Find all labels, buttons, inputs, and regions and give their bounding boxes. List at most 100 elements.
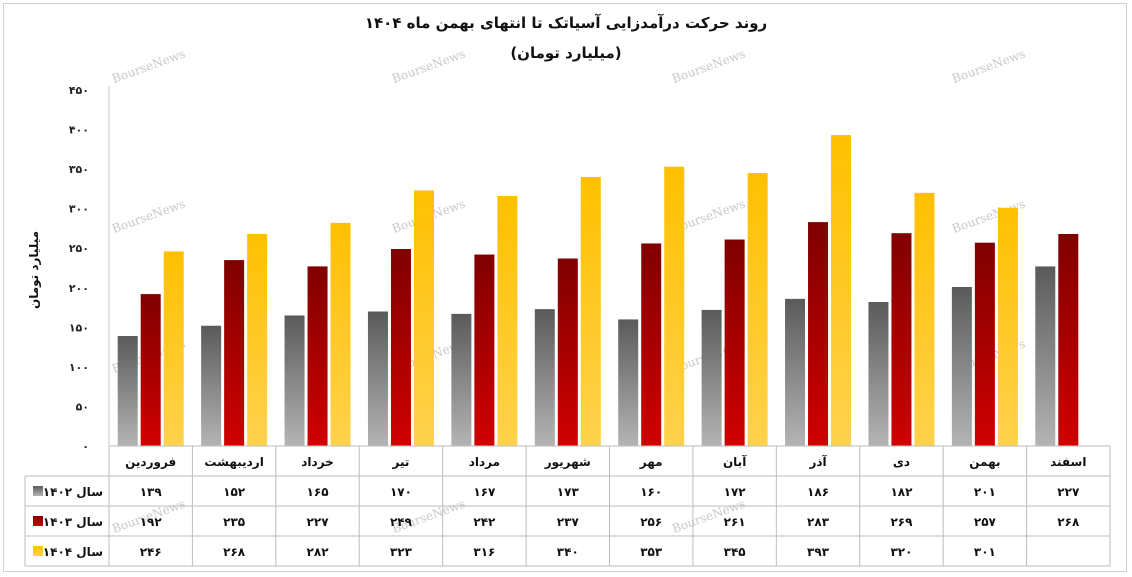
- data-label-0-4: ۱۶۷: [473, 485, 496, 499]
- x-tick-label-0: فروردین: [125, 455, 176, 470]
- x-tick-label-1: اردیبهشت: [204, 455, 263, 469]
- bar-2-4: [497, 196, 518, 446]
- bar-0-10: [951, 286, 972, 446]
- bar-1-8: [808, 222, 829, 446]
- y-tick-label: ۱۰۰: [69, 361, 89, 374]
- bar-1-3: [390, 249, 411, 446]
- bar-1-9: [891, 233, 912, 446]
- x-tick-label-9: دی: [893, 455, 910, 469]
- bar-0-3: [367, 311, 388, 446]
- legend-swatch-0: [33, 486, 43, 496]
- data-label-0-11: ۲۲۷: [1057, 485, 1080, 499]
- x-tick-label-6: مهر: [639, 455, 663, 469]
- bar-2-6: [664, 166, 685, 446]
- chart-title: روند حرکت درآمدزایی آسیاتک تا انتهای بهم…: [364, 14, 768, 32]
- data-label-1-8: ۲۸۳: [807, 515, 830, 529]
- data-label-1-5: ۲۳۷: [557, 515, 580, 529]
- data-label-1-1: ۲۳۵: [223, 515, 245, 529]
- bar-2-9: [914, 192, 935, 446]
- data-label-2-8: ۳۹۳: [807, 545, 830, 559]
- x-tick-label-11: اسفند: [1050, 455, 1086, 469]
- chart-subtitle: (میلیارد تومان): [510, 44, 622, 62]
- plot-area: [117, 135, 1079, 447]
- data-label-0-8: ۱۸۶: [807, 485, 829, 499]
- data-label-2-9: ۳۲۰: [890, 545, 912, 559]
- bar-0-5: [534, 309, 555, 446]
- bar-0-4: [451, 313, 472, 446]
- bar-2-3: [413, 190, 434, 446]
- bar-1-10: [974, 242, 995, 446]
- legend-swatch-1: [33, 516, 43, 526]
- bar-0-11: [1035, 266, 1056, 446]
- bar-2-10: [997, 207, 1018, 446]
- watermark-text: BourseNews: [390, 47, 467, 86]
- x-tick-label-2: خرداد: [301, 455, 334, 469]
- bar-1-11: [1058, 233, 1079, 446]
- data-label-0-5: ۱۷۳: [557, 485, 580, 499]
- data-label-2-10: ۳۰۱: [974, 545, 996, 559]
- bar-1-1: [224, 260, 245, 446]
- bar-1-7: [724, 239, 745, 446]
- bar-1-5: [557, 258, 578, 446]
- data-label-1-7: ۲۶۱: [724, 515, 746, 529]
- x-tick-label-10: بهمن: [969, 455, 1000, 469]
- data-label-1-9: ۲۶۹: [890, 515, 913, 529]
- data-label-1-4: ۲۴۲: [473, 515, 496, 529]
- y-tick-label: ۲۰۰: [69, 282, 89, 295]
- bar-1-6: [641, 243, 662, 446]
- data-label-1-10: ۲۵۷: [974, 515, 997, 529]
- data-table: فروردین اردیبهشت خرداد تیر مرداد شهریور مهر آبا…: [24, 445, 1111, 567]
- data-label-1-3: ۲۴۹: [390, 515, 413, 529]
- y-tick-label: ۵۰: [76, 400, 89, 413]
- data-label-2-4: ۳۱۶: [473, 545, 495, 559]
- data-label-1-11: ۲۶۸: [1057, 515, 1080, 529]
- x-tick-label-7: آبان: [723, 454, 747, 469]
- data-label-0-1: ۱۵۲: [223, 485, 246, 499]
- y-tick-label: ۴۰۰: [69, 124, 89, 137]
- data-label-2-0: ۲۴۶: [140, 545, 162, 559]
- data-label-2-1: ۲۶۸: [223, 545, 246, 559]
- bar-0-7: [701, 309, 722, 446]
- data-label-2-6: ۳۵۳: [640, 545, 663, 559]
- bar-1-4: [474, 254, 495, 446]
- bar-2-8: [831, 135, 852, 447]
- y-axis-label: میلیارد تومان: [27, 231, 42, 309]
- data-label-0-3: ۱۷۰: [390, 485, 412, 499]
- data-label-1-0: ۱۹۲: [140, 515, 163, 529]
- data-label-2-5: ۳۴۰: [557, 545, 579, 559]
- data-label-2-2: ۲۸۲: [307, 545, 330, 559]
- bar-0-0: [117, 336, 138, 446]
- x-tick-label-8: آذر: [808, 454, 827, 469]
- data-label-2-7: ۳۴۵: [724, 545, 746, 559]
- legend-label-0: سال ۱۴۰۲: [43, 485, 103, 499]
- data-label-2-3: ۳۲۳: [390, 545, 413, 559]
- data-label-0-2: ۱۶۵: [307, 485, 329, 499]
- bar-2-2: [330, 222, 351, 446]
- data-label-1-2: ۲۲۷: [307, 515, 330, 529]
- data-label-1-6: ۲۵۶: [640, 515, 662, 529]
- x-tick-label-3: تیر: [392, 455, 410, 469]
- watermark-text: BourseNews: [950, 47, 1027, 86]
- bar-0-6: [618, 319, 639, 446]
- data-label-0-9: ۱۸۲: [890, 485, 913, 499]
- bar-0-8: [785, 298, 806, 446]
- x-tick-label-4: مرداد: [469, 455, 500, 469]
- watermark-text: BourseNews: [110, 197, 187, 236]
- bar-2-0: [163, 251, 184, 446]
- y-tick-label: ۳۰۰: [69, 203, 89, 216]
- y-axis: ۰ ۵۰ ۱۰۰ ۱۵۰ ۲۰۰ ۲۵۰ ۳۰۰ ۳۵۰ ۴۰۰ ۴۵۰: [69, 84, 110, 453]
- data-label-0-0: ۱۳۹: [140, 485, 163, 499]
- data-label-0-10: ۲۰۱: [974, 485, 996, 499]
- bar-0-1: [201, 325, 222, 446]
- watermark-text: BourseNews: [110, 47, 187, 86]
- legend-swatch-2: [33, 546, 43, 556]
- bar-0-2: [284, 315, 305, 446]
- bar-1-2: [307, 266, 328, 446]
- bar-1-0: [140, 294, 161, 446]
- bar-2-1: [247, 233, 268, 446]
- y-tick-label: ۰: [82, 440, 89, 453]
- legend-label-2: سال ۱۴۰۴: [43, 545, 103, 559]
- y-tick-label: ۳۵۰: [69, 163, 89, 176]
- watermark-text: BourseNews: [670, 47, 747, 86]
